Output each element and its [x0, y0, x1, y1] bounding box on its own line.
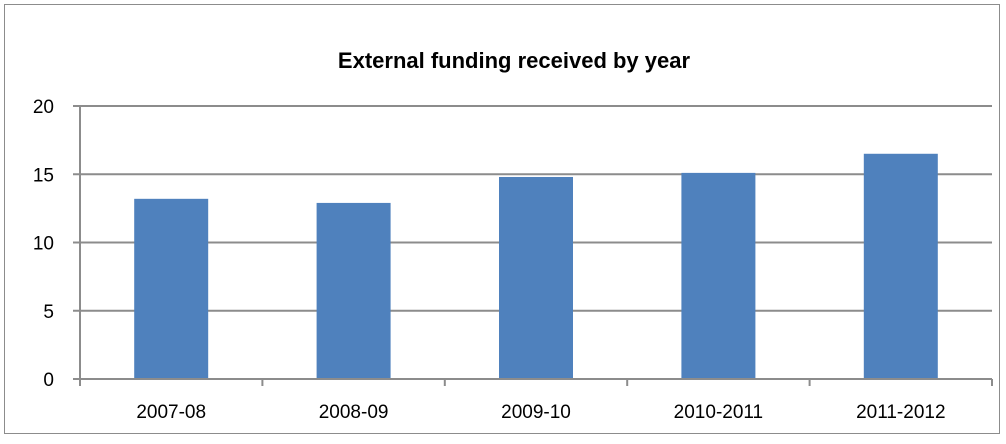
y-tick-label: 15 [33, 165, 54, 186]
y-tick-labels: 0 5 10 15 20 [33, 97, 54, 391]
chart-title: External funding received by year [338, 48, 691, 73]
bars [134, 153, 938, 379]
x-tick-label: 2008-09 [319, 402, 389, 423]
y-tick-label: 20 [33, 97, 54, 118]
y-tick-label: 10 [33, 234, 54, 255]
bar [499, 176, 573, 379]
x-tick-label: 2011-2012 [856, 402, 945, 423]
chart-area: External funding received by year 0 5 10 15… [4, 4, 1000, 434]
x-tick-label: 2010-2011 [674, 402, 763, 423]
bar-chart: External funding received by year 0 5 10 15… [33, 48, 993, 423]
x-tick-label: 2009-10 [501, 402, 571, 423]
bar [316, 202, 391, 379]
y-tick-label: 5 [43, 302, 54, 323]
x-tick-labels: 2007-08 2008-09 2009-10 2010-2011 2011-2012 [136, 402, 945, 423]
x-tick-label: 2007-08 [136, 402, 206, 423]
y-tick-label: 0 [43, 370, 54, 391]
bar [681, 172, 756, 379]
bar [863, 153, 938, 379]
bar [134, 198, 209, 379]
axes [73, 105, 993, 386]
